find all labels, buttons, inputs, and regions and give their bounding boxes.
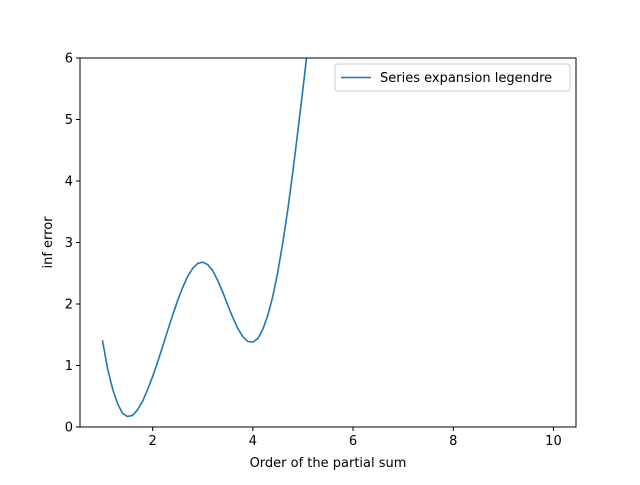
y-tick-label: 3 (65, 236, 73, 251)
y-tick-label: 4 (65, 175, 73, 190)
y-tick-label: 1 (65, 359, 73, 374)
series-line-0 (101, 58, 308, 418)
x-tick-label: 4 (249, 434, 257, 449)
x-tick-label: 8 (449, 434, 457, 449)
y-tick-label: 0 (65, 421, 73, 436)
y-tick-label: 2 (65, 298, 73, 313)
plot-background (80, 58, 576, 427)
legend-box (334, 63, 571, 92)
x-tick-label: 2 (149, 434, 157, 449)
y-tick-label: 5 (65, 113, 73, 128)
x-tick-label: 6 (349, 434, 357, 449)
legend-label: Series expansion legendre (380, 71, 552, 86)
y-tick-label: 6 (65, 52, 73, 67)
y-axis-label: inf error (41, 216, 56, 269)
x-tick-label: 10 (545, 434, 562, 449)
x-axis-label: Order of the partial sum (250, 456, 407, 471)
legend: Series expansion legendre (334, 63, 571, 92)
